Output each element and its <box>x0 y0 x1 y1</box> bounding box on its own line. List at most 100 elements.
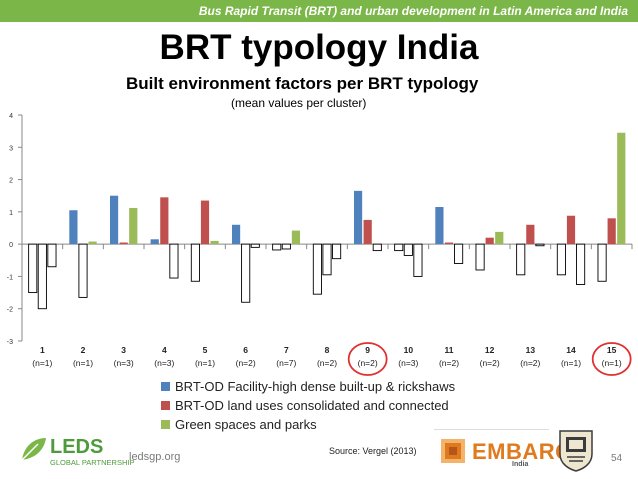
slide-title: BRT typology India <box>159 28 479 67</box>
banner-text: Bus Rapid Transit (BRT) and urban develo… <box>198 4 628 18</box>
leds-logo: LEDS GLOBAL PARTNERSHIP <box>20 436 134 470</box>
bar-cat9-series3 <box>372 243 382 252</box>
bar-cat10-series3 <box>413 243 423 277</box>
embarq-icon <box>441 439 465 463</box>
x-category-count: (n=2) <box>236 358 256 368</box>
bar-cat10-series1 <box>394 243 404 252</box>
x-category-count: (n=2) <box>317 358 337 368</box>
bar-cat12-series1 <box>475 243 485 271</box>
chart-legend: BRT-OD Facility-high dense built-up & ri… <box>161 377 455 434</box>
bar-cat6-series3 <box>250 243 260 248</box>
bar-cat6-series1 <box>231 224 241 245</box>
bar-cat9-series2 <box>363 219 372 245</box>
page-number: 54 <box>611 453 623 464</box>
bar-cat4-series2 <box>160 197 169 245</box>
x-category-count: (n=2) <box>439 358 459 368</box>
x-category-count: (n=1) <box>602 358 622 368</box>
bar-cat14-series3 <box>576 243 586 285</box>
leds-subtitle: GLOBAL PARTNERSHIP <box>50 458 135 467</box>
bar-cat15-series1 <box>597 243 607 282</box>
legend-swatch-green <box>161 420 170 429</box>
institute-crest-icon <box>559 430 593 472</box>
x-category-label: 12 <box>485 345 495 355</box>
embarq-logo: EMBARQ India <box>434 429 572 471</box>
website-link[interactable]: ledsgp.org <box>129 451 181 463</box>
x-category-count: (n=1) <box>195 358 215 368</box>
y-tick-label: -2 <box>7 307 13 314</box>
bar-cat8-series1 <box>312 243 322 295</box>
bar-cat5-series1 <box>190 243 200 282</box>
legend-label: BRT-OD Facility-high dense built-up & ri… <box>175 379 456 394</box>
y-tick-label: 0 <box>9 242 13 249</box>
y-tick-label: 1 <box>9 210 13 217</box>
x-category-count: (n=2) <box>520 358 540 368</box>
x-category-count: (n=1) <box>32 358 52 368</box>
legend-swatch-blue <box>161 382 170 391</box>
x-category-count: (n=3) <box>114 358 134 368</box>
x-category-label: 10 <box>404 345 414 355</box>
x-category-label: 4 <box>162 345 167 355</box>
x-category-label: 14 <box>566 345 576 355</box>
bar-cat3-series2 <box>119 242 128 245</box>
bar-cat6-series2 <box>241 243 251 303</box>
x-category-label: 7 <box>284 345 289 355</box>
bar-cat11-series1 <box>435 207 444 245</box>
chart-title: Built environment factors per BRT typolo… <box>126 74 479 93</box>
bar-cat12-series2 <box>485 237 494 245</box>
x-category-count: (n=2) <box>480 358 500 368</box>
x-category-label: 3 <box>121 345 126 355</box>
legend-label: BRT-OD land uses consolidated and connec… <box>175 398 449 413</box>
legend-item-series-3: Green spaces and parks <box>161 415 455 434</box>
bar-cat14-series1 <box>556 243 566 276</box>
leds-name: LEDS <box>50 436 104 458</box>
x-category-label: 6 <box>243 345 248 355</box>
bar-cat7-series1 <box>272 243 282 251</box>
x-category-count: (n=1) <box>561 358 581 368</box>
bar-cat12-series3 <box>495 231 504 245</box>
y-tick-label: 3 <box>9 145 13 152</box>
bar-cat13-series2 <box>526 224 535 245</box>
x-category-label: 2 <box>81 345 86 355</box>
y-tick-label: -1 <box>7 274 13 281</box>
bar-cat1-series2 <box>37 243 47 310</box>
bar-cat7-series3 <box>291 230 301 245</box>
bar-cat8-series3 <box>332 243 342 260</box>
x-category-label: 1 <box>40 345 45 355</box>
highlight-circle-9 <box>347 342 388 376</box>
embarq-name: EMBARQ <box>472 439 573 464</box>
y-tick-label: 2 <box>9 178 13 185</box>
bar-cat4-series1 <box>150 239 159 245</box>
bar-cat11-series3 <box>454 243 464 264</box>
x-category-label: 9 <box>365 345 370 355</box>
bar-cat13-series3 <box>535 243 545 247</box>
bar-cat15-series2 <box>607 218 616 245</box>
x-category-count: (n=3) <box>398 358 418 368</box>
source-note: Source: Vergel (2013) <box>329 446 417 456</box>
x-category-label: 5 <box>203 345 208 355</box>
bar-cat2-series2 <box>78 243 88 298</box>
bar-cat3-series1 <box>109 195 119 245</box>
bar-cat9-series1 <box>353 190 363 245</box>
x-category-count: (n=3) <box>154 358 174 368</box>
bar-cat1-series1 <box>28 243 38 294</box>
x-category-count: (n=2) <box>358 358 378 368</box>
bar-cat7-series2 <box>281 243 291 250</box>
x-category-count: (n=7) <box>276 358 296 368</box>
chart-subtitle: (mean values per cluster) <box>231 96 367 110</box>
header-banner: Bus Rapid Transit (BRT) and urban develo… <box>0 0 638 22</box>
bar-cat5-series2 <box>200 200 210 245</box>
bar-cat2-series3 <box>88 241 97 245</box>
x-category-count: (n=1) <box>73 358 93 368</box>
legend-item-series-2: BRT-OD land uses consolidated and connec… <box>161 396 455 415</box>
bar-cat4-series3 <box>169 243 179 279</box>
leds-leaf-icon <box>21 438 46 461</box>
embarq-subtitle: India <box>512 461 529 468</box>
bar-cat8-series2 <box>322 243 332 276</box>
bar-cat2-series1 <box>69 210 78 245</box>
highlight-circle-15 <box>591 342 632 376</box>
bar-cat14-series2 <box>566 215 576 245</box>
bar-cat5-series3 <box>210 240 219 245</box>
bar-cat3-series3 <box>129 207 138 245</box>
bar-chart: 43210-1-2-31(n=1)2(n=1)3(n=3)4(n=3)5(n=1… <box>7 113 633 376</box>
x-category-label: 13 <box>526 345 536 355</box>
